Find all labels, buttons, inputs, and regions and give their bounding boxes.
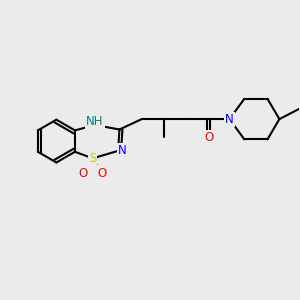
Text: NH: NH — [86, 115, 104, 128]
Text: S: S — [89, 152, 96, 165]
Text: O: O — [79, 167, 88, 180]
Text: O: O — [98, 167, 107, 180]
Text: N: N — [118, 144, 126, 158]
Text: N: N — [225, 112, 234, 126]
Text: O: O — [204, 131, 213, 144]
